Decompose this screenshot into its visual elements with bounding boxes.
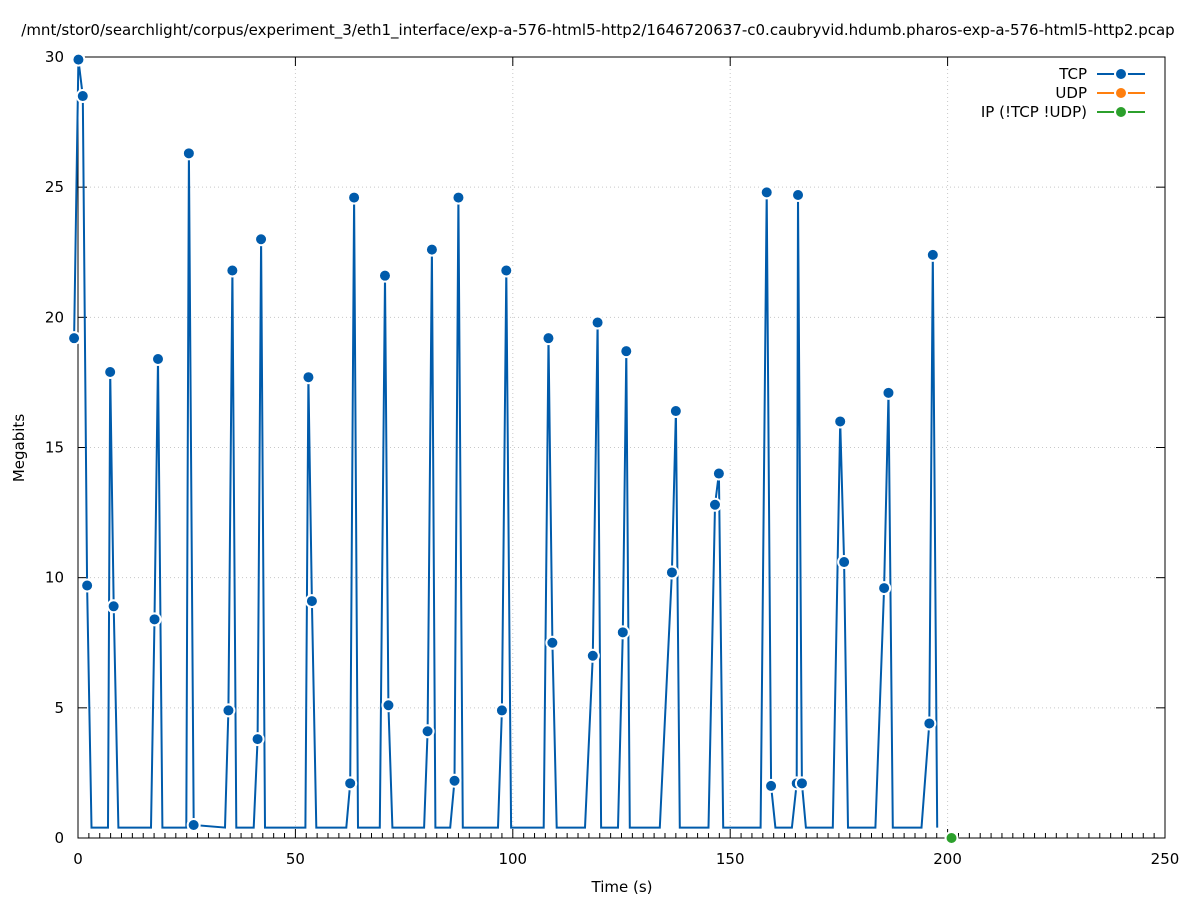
y-tick-label: 10 xyxy=(45,569,64,587)
x-tick-label: 0 xyxy=(73,850,83,868)
legend-label: IP (!TCP !UDP) xyxy=(981,103,1087,121)
data-point xyxy=(881,385,896,400)
data-point xyxy=(664,565,679,580)
data-point xyxy=(619,344,634,359)
data-point xyxy=(106,599,121,614)
y-tick-label: 15 xyxy=(45,439,64,457)
legend-entry: IP (!TCP !UDP) xyxy=(981,103,1145,121)
x-tick-label: 250 xyxy=(1151,850,1180,868)
data-point xyxy=(75,89,90,104)
legend-marker xyxy=(1114,67,1128,81)
data-point xyxy=(151,351,166,366)
y-tick-label: 20 xyxy=(45,308,64,326)
data-point xyxy=(451,190,466,205)
data-point xyxy=(615,625,630,640)
data-point xyxy=(343,776,358,791)
x-tick-label: 200 xyxy=(933,850,962,868)
data-point xyxy=(711,466,726,481)
data-point xyxy=(250,732,265,747)
y-tick-label: 0 xyxy=(54,829,64,847)
legend-label: TCP xyxy=(1058,65,1087,83)
data-point xyxy=(759,185,774,200)
y-tick-label: 25 xyxy=(45,178,64,196)
data-point xyxy=(764,778,779,793)
data-point xyxy=(304,594,319,609)
data-point xyxy=(922,716,937,731)
data-point xyxy=(668,404,683,419)
y-tick-label: 30 xyxy=(45,48,64,66)
x-axis-label: Time (s) xyxy=(591,878,653,896)
data-point xyxy=(103,365,118,380)
data-point xyxy=(301,370,316,385)
legend-label: UDP xyxy=(1055,84,1087,102)
data-point xyxy=(833,414,848,429)
data-point xyxy=(545,635,560,650)
x-tick-label: 100 xyxy=(498,850,527,868)
data-point xyxy=(67,331,82,346)
data-point xyxy=(499,263,514,278)
data-point xyxy=(447,773,462,788)
axis-ticks: 0 50 100 150 200 250 0 5 10 15 20 25 30 xyxy=(45,48,1179,868)
data-point xyxy=(181,146,196,161)
data-point xyxy=(377,268,392,283)
series-line xyxy=(73,59,939,829)
data-point xyxy=(590,315,605,330)
x-tick-label: 150 xyxy=(716,850,745,868)
data-point xyxy=(944,831,959,845)
data-point xyxy=(347,190,362,205)
data-point xyxy=(791,187,806,202)
y-axis-label: Megabits xyxy=(10,414,28,482)
legend-entry: UDP xyxy=(1055,84,1145,102)
data-point xyxy=(494,703,509,718)
legend-marker xyxy=(1114,105,1128,119)
data-series xyxy=(67,52,959,845)
data-point xyxy=(186,817,201,832)
data-point xyxy=(80,578,95,593)
y-tick-label: 5 xyxy=(54,699,64,717)
legend-marker xyxy=(1114,86,1128,100)
data-point xyxy=(794,776,809,791)
data-point xyxy=(925,247,940,262)
data-point xyxy=(221,703,236,718)
data-point xyxy=(147,612,162,627)
series-tcp xyxy=(67,52,940,832)
data-point xyxy=(381,698,396,713)
data-point xyxy=(420,724,435,739)
data-point xyxy=(585,648,600,663)
chart-title: /mnt/stor0/searchlight/corpus/experiment… xyxy=(21,21,1174,40)
data-point xyxy=(71,52,86,67)
legend-entry: TCP xyxy=(1058,65,1145,83)
data-point xyxy=(877,581,892,596)
data-point xyxy=(541,331,556,346)
data-point xyxy=(254,232,269,247)
data-point xyxy=(707,497,722,512)
x-tick-label: 50 xyxy=(286,850,305,868)
data-point xyxy=(225,263,240,278)
data-point xyxy=(837,555,852,570)
series-ip xyxy=(944,831,959,845)
data-point xyxy=(424,242,439,257)
